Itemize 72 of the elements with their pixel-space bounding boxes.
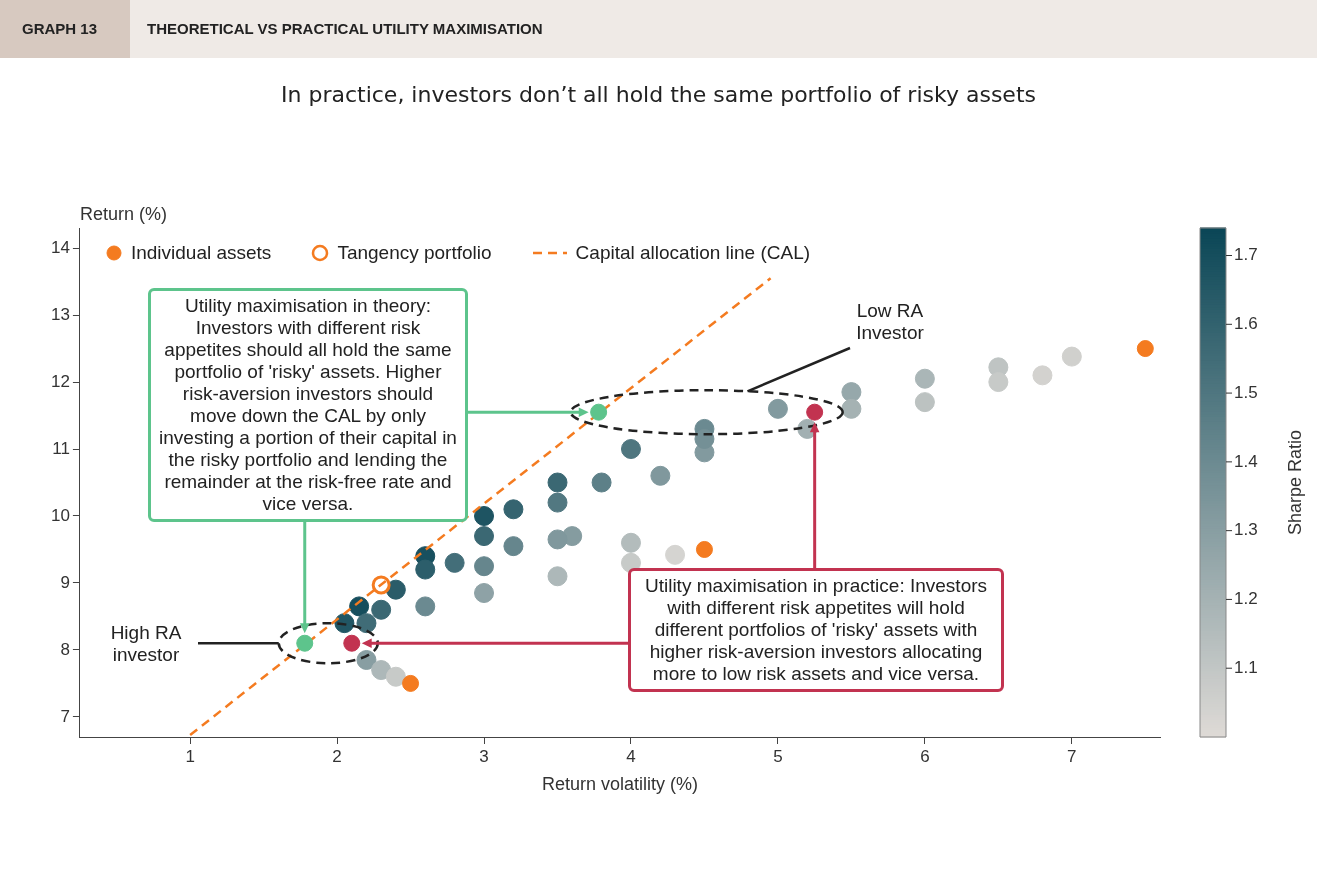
x-tick-label: 3	[479, 746, 489, 766]
color-bar-label: 1.5	[1234, 382, 1258, 402]
chart-subtitle: In practice, investors don’t all hold the same portfolio of risky assets	[280, 82, 1037, 107]
point	[474, 583, 495, 604]
point	[547, 529, 568, 550]
point	[590, 403, 608, 421]
y-tick-label: 8	[60, 639, 70, 659]
point	[503, 536, 524, 557]
x-tick-label: 5	[773, 746, 783, 766]
y-tick-label: 13	[50, 304, 70, 324]
point	[415, 596, 436, 617]
point	[841, 398, 862, 419]
point	[343, 634, 361, 652]
point	[665, 544, 686, 565]
x-axis-title: Return volatility (%)	[541, 774, 698, 795]
point	[806, 403, 824, 421]
annotation: Low RA Investor	[855, 300, 925, 344]
x-tick-label: 7	[1067, 746, 1077, 766]
caption: GRAPH 13	[0, 0, 130, 58]
color-bar-label: 1.3	[1234, 520, 1258, 540]
x-tick-label: 6	[920, 746, 930, 766]
point	[695, 540, 713, 558]
point	[914, 392, 935, 413]
y-tick-label: 10	[50, 505, 70, 525]
point	[296, 634, 314, 652]
point	[650, 465, 671, 486]
y-tick-label: 12	[50, 371, 70, 391]
point	[591, 472, 612, 493]
color-bar-label: 1.7	[1234, 245, 1258, 265]
point	[503, 499, 524, 520]
y-tick-label: 14	[50, 237, 70, 257]
point	[1032, 365, 1053, 386]
color-bar-label: 1.1	[1234, 657, 1258, 677]
legend-label: Individual assets	[130, 242, 272, 264]
point	[444, 552, 465, 573]
y-tick-label: 9	[60, 572, 70, 592]
point	[547, 472, 568, 493]
y-tick-label: 7	[60, 706, 70, 726]
point	[385, 666, 406, 687]
point	[356, 613, 377, 634]
y-axis-title: Return (%)	[79, 203, 167, 224]
point	[474, 526, 495, 547]
color-bar-label: 1.2	[1234, 589, 1258, 609]
color-bar-label: 1.6	[1234, 313, 1258, 333]
color-bar-label: 1.4	[1234, 451, 1258, 471]
chart-title: THEORETICAL VS PRACTICAL UTILITY MAXIMISATION	[147, 19, 543, 39]
point	[415, 559, 436, 580]
point	[547, 492, 568, 513]
point	[402, 674, 420, 692]
point	[1061, 346, 1082, 367]
point	[474, 505, 495, 526]
legend-label: Capital allocation line (CAL)	[575, 242, 811, 264]
point	[620, 532, 641, 553]
point	[914, 368, 935, 389]
color-bar-title: Sharpe Ratio	[1284, 429, 1305, 536]
point	[767, 398, 788, 419]
point	[547, 566, 568, 587]
x-tick-label: 2	[332, 746, 342, 766]
x-tick-label: 4	[626, 746, 636, 766]
legend-label: Tangency portfolio	[337, 242, 492, 264]
y-tick-label: 11	[52, 438, 70, 458]
text: Utility maximisation in theory: Investors with different risk appetites should all hold the same portfolio of 'risky' assets. Higher risk-aversion investors should move down the CAL by only investing a portion of their capital in the risky portfolio and lending the remainder at the risk-free rate and vice versa.	[159, 295, 457, 514]
point	[694, 428, 715, 449]
x-tick-label: 1	[185, 746, 195, 766]
annotation: Utility maximisation in practice: Investors with different risk appetites will hold different portfolios of 'risky' assets with higher risk-aversion investors allocating more to low risk assets and vice versa.	[628, 568, 1004, 692]
point	[371, 599, 392, 620]
point	[1136, 340, 1154, 358]
annotation: High RA investor	[109, 622, 183, 666]
point	[988, 372, 1009, 393]
point	[474, 556, 495, 577]
point	[620, 439, 641, 460]
point	[841, 382, 862, 403]
